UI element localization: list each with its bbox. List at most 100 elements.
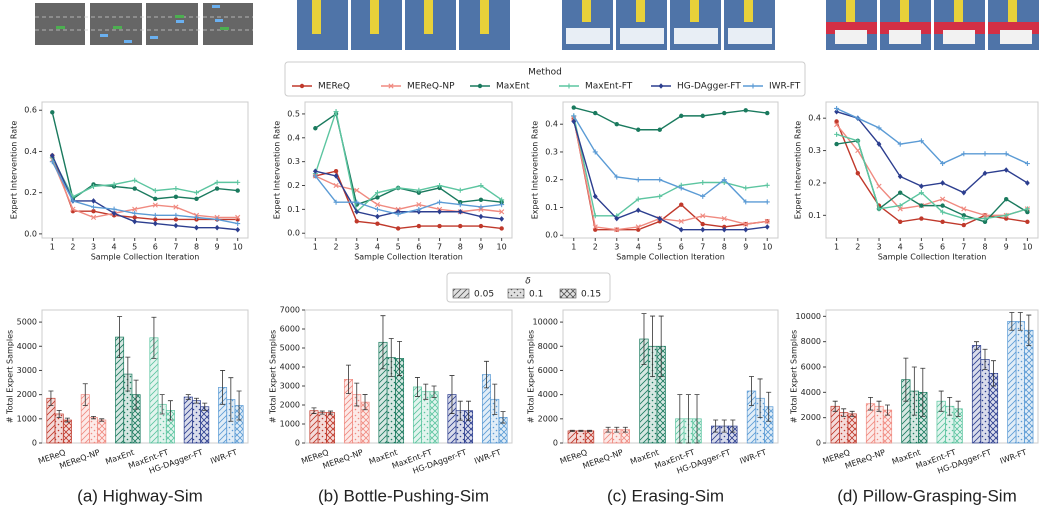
point — [593, 110, 598, 116]
error-bar — [414, 377, 420, 397]
x-tick-label: 1 — [571, 243, 576, 252]
point — [214, 179, 220, 185]
error-bar — [1017, 312, 1023, 331]
y-tick-label: 0.0 — [24, 229, 37, 238]
bar — [1024, 329, 1034, 444]
point — [919, 203, 924, 208]
point — [700, 213, 706, 219]
point — [111, 181, 117, 187]
plot-frame — [825, 101, 1039, 239]
series-line — [314, 108, 503, 214]
point — [592, 224, 598, 230]
bar — [183, 396, 193, 444]
point — [375, 221, 380, 226]
point — [566, 83, 572, 89]
error-bar — [82, 383, 88, 406]
y-tick-label: 0 — [553, 439, 558, 448]
error-bar — [849, 410, 855, 417]
point — [499, 202, 505, 208]
error-bar — [483, 360, 489, 389]
point — [700, 113, 705, 119]
x-tick-label: IWR-FT — [209, 448, 238, 466]
error-bar — [311, 407, 317, 414]
error-bar — [694, 394, 700, 444]
point — [91, 209, 96, 214]
error-bar — [362, 394, 368, 411]
point — [173, 186, 179, 192]
point — [855, 171, 860, 176]
point — [982, 219, 988, 225]
y-tick-label: 2000 — [17, 390, 37, 399]
point — [764, 182, 770, 188]
x-tick-label: 10 — [1022, 243, 1032, 252]
point — [478, 183, 484, 189]
point — [636, 127, 641, 132]
y-tick-label: 0.4 — [808, 114, 821, 123]
legend-swatch — [559, 288, 577, 299]
y-tick-label: 10000 — [796, 312, 821, 321]
error-bar — [605, 426, 611, 433]
error-bar — [397, 340, 403, 376]
point — [49, 152, 55, 159]
bar — [1007, 321, 1017, 444]
y-axis-label: # Total Expert Samples — [790, 330, 799, 423]
point — [235, 221, 241, 227]
legend-swatch — [452, 288, 470, 299]
point — [313, 126, 318, 131]
y-tick-label: 10000 — [533, 318, 558, 327]
point — [194, 196, 199, 202]
bar — [429, 391, 439, 444]
point — [152, 212, 158, 218]
x-tick-label: 3 — [354, 243, 359, 252]
point — [235, 188, 240, 193]
point — [940, 161, 946, 167]
error-bar — [151, 316, 157, 359]
x-tick-label: 2 — [593, 243, 598, 252]
point — [743, 199, 749, 205]
error-bar — [56, 409, 62, 419]
x-tick-label: 7 — [700, 243, 705, 252]
x-tick-label: 9 — [743, 243, 748, 252]
plot-frame — [41, 101, 249, 239]
y-tick-label: 1000 — [280, 420, 300, 429]
point — [333, 168, 339, 174]
caption: (c) Erasing-Sim — [607, 486, 724, 505]
bar — [847, 413, 857, 444]
error-bar — [766, 391, 772, 422]
y-axis-label: Expert Intervention Rate — [10, 121, 19, 220]
caption: (d) Pillow-Grasping-Sim — [837, 486, 1016, 505]
point — [312, 173, 318, 179]
plot-frame — [562, 101, 779, 239]
x-tick-label: IWR-FT — [473, 448, 502, 466]
x-tick-label: 8 — [982, 243, 987, 252]
point — [111, 210, 117, 217]
bar — [97, 419, 107, 444]
legend-label: MEReQ-NP — [407, 82, 455, 92]
point — [375, 195, 380, 200]
x-tick-label: 10 — [497, 243, 507, 252]
series-line — [836, 111, 1028, 194]
point — [961, 151, 967, 157]
plot-frame — [304, 309, 513, 444]
legend-label: MaxEnt-FT — [585, 82, 633, 92]
point — [961, 222, 966, 228]
point — [657, 177, 663, 183]
point — [1004, 216, 1009, 221]
point — [961, 216, 967, 222]
error-bar — [345, 364, 351, 394]
point — [657, 193, 663, 199]
x-tick-label: 3 — [91, 243, 96, 252]
error-bar — [319, 410, 325, 415]
point — [571, 105, 576, 110]
point — [834, 105, 840, 111]
y-axis-label: Expert Intervention Rate — [794, 121, 803, 220]
bar — [309, 410, 319, 444]
point — [678, 226, 684, 233]
point — [499, 226, 504, 231]
point — [49, 159, 55, 165]
point — [90, 214, 97, 220]
x-tick-label: 2 — [334, 243, 339, 252]
point — [743, 108, 748, 113]
point — [152, 220, 158, 227]
y-axis-label: Expert Intervention Rate — [531, 121, 540, 220]
